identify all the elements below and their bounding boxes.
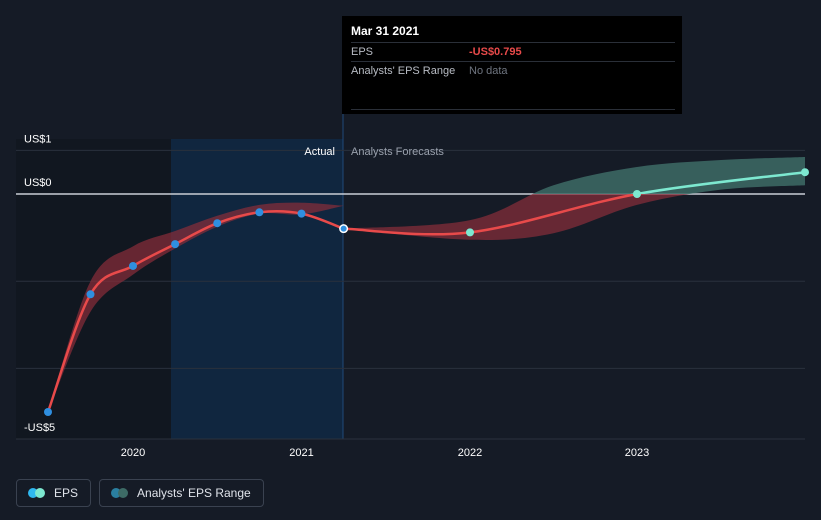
eps-lines	[46, 170, 806, 413]
eps-forecast-line-negative	[343, 194, 645, 236]
legend: EPS Analysts' EPS Range	[16, 479, 264, 507]
tooltip-eps-label: EPS	[351, 46, 374, 58]
forecast-label: Analysts Forecasts	[351, 146, 444, 158]
eps-point-6	[297, 209, 306, 218]
x-tick-label-3: 2023	[625, 447, 649, 459]
tooltip-range-value: No data	[469, 65, 508, 77]
legend-range[interactable]: Analysts' EPS Range	[99, 479, 264, 507]
eps-forecast-line-positive	[630, 170, 806, 194]
past-range-band	[48, 202, 344, 412]
tooltip-row-range: Analysts' EPS Range No data	[351, 61, 675, 110]
forecast-point-2	[801, 168, 809, 177]
forecast-range-positive	[532, 156, 805, 194]
eps-point-3	[171, 240, 180, 249]
eps-point-5	[255, 208, 264, 217]
eps-ranges	[48, 156, 805, 412]
eps-points	[44, 168, 809, 416]
x-tick-label-1: 2021	[289, 447, 313, 459]
y-tick-label-2: -US$5	[24, 422, 55, 434]
eps-actual-line	[46, 210, 345, 413]
actual-band	[171, 139, 343, 439]
forecast-range-negative	[343, 194, 690, 240]
tooltip: Mar 31 2021 EPS -US$0.795 Analysts' EPS …	[342, 16, 682, 114]
x-tick-labels: 2020 2021 2022 2023	[121, 447, 649, 459]
eps-legend-icon	[28, 488, 46, 498]
tooltip-row-eps: EPS -US$0.795	[351, 42, 675, 61]
y-tick-label-0: US$1	[24, 133, 52, 145]
y-tick-label-1: US$0	[24, 177, 52, 189]
eps-point-current	[340, 225, 347, 232]
eps-point-2	[129, 261, 137, 270]
actual-label: Actual	[304, 146, 335, 158]
tooltip-date: Mar 31 2021	[351, 24, 420, 38]
tooltip-range-label: Analysts' EPS Range	[351, 65, 456, 77]
legend-range-label: Analysts' EPS Range	[137, 486, 251, 500]
legend-eps[interactable]: EPS	[16, 479, 92, 507]
legend-eps-label: EPS	[54, 486, 79, 500]
x-tick-label-0: 2020	[121, 447, 145, 459]
forecast-point-0	[466, 228, 474, 237]
eps-point-0	[44, 408, 52, 416]
y-tick-labels: US$1 US$0 -US$5	[24, 133, 55, 434]
eps-point-1	[86, 290, 95, 299]
tooltip-eps-value: -US$0.795	[469, 46, 522, 58]
eps-point-4	[213, 219, 222, 228]
range-legend-icon	[111, 488, 129, 498]
x-tick-label-2: 2022	[458, 447, 482, 459]
forecast-point-1	[633, 190, 641, 198]
